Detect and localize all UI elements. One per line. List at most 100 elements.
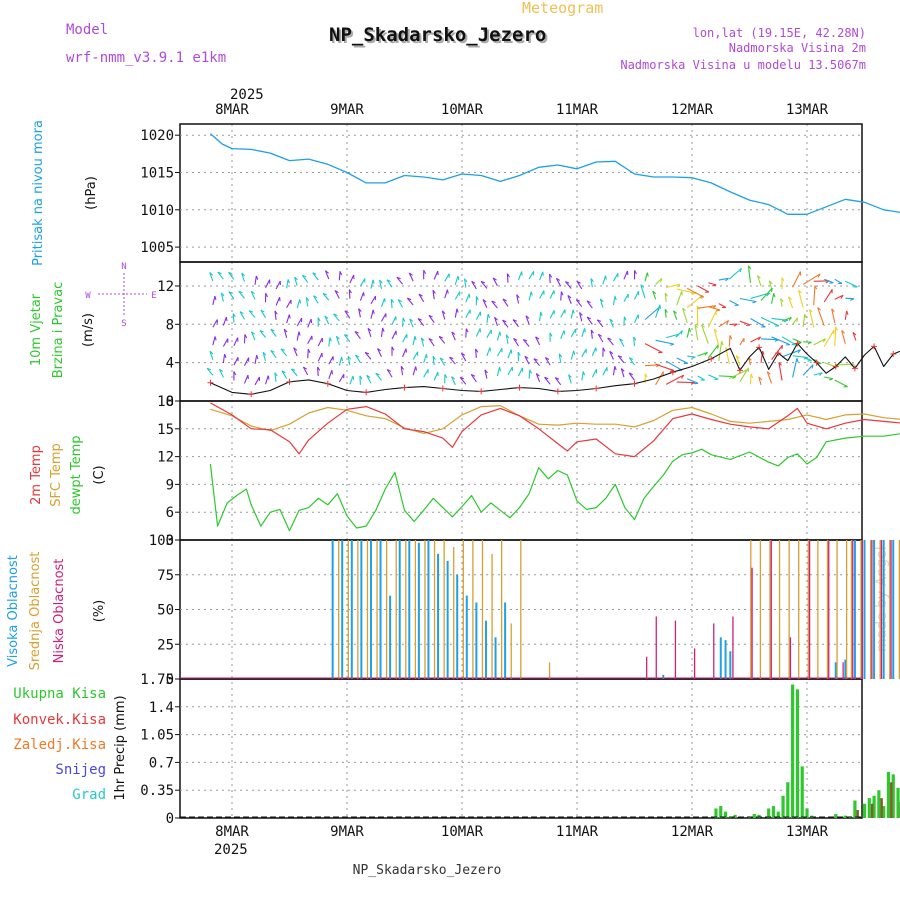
wind-arrow-head (324, 315, 329, 319)
wind-arrow (617, 355, 625, 364)
wind-gust-marker (554, 388, 561, 395)
wind-arrow (274, 372, 277, 382)
wind-arrow-head (459, 376, 465, 380)
wind-arrow (841, 330, 846, 344)
wind-arrow-head (770, 287, 773, 293)
wind-arrow-head (225, 316, 228, 322)
wind-arrow-head (302, 274, 307, 278)
wind-arrow-head (283, 328, 288, 333)
wind-arrow (628, 357, 635, 366)
wind-arrow (438, 336, 446, 344)
wind-arrow (687, 355, 696, 358)
y-tick-label: 1.4 (149, 700, 174, 716)
wind-arrow (364, 352, 372, 360)
wind-arrow (270, 350, 277, 359)
time-tick-label-bottom: 8MAR (215, 824, 249, 840)
wind-arrow (708, 306, 721, 311)
wind-arrow-head (344, 310, 349, 314)
wind-arrow-head (565, 281, 570, 284)
wind-arrow-head (633, 336, 637, 341)
wind-arrow-head (232, 313, 236, 318)
wind-arrow (771, 344, 783, 360)
wind-arrow-head (721, 341, 724, 346)
wind-arrow-head (586, 300, 591, 304)
wind-arrow-head (396, 276, 401, 280)
wind-arrow (528, 291, 532, 301)
wind-arrow (283, 328, 288, 338)
time-tick-label-bottom: 13MAR (786, 824, 829, 840)
y-tick-label: 3 (166, 533, 174, 549)
precip-total-bar (714, 808, 718, 818)
wind-arrow-head (725, 277, 729, 282)
wind-arrow (758, 376, 762, 386)
wind-caption-1: 10m Vjetar (29, 293, 44, 366)
wind-arrow-head (256, 354, 259, 360)
wind-arrow (760, 316, 780, 327)
wind-arrow (417, 318, 425, 326)
wind-arrow-head (502, 298, 507, 302)
wind-arrow-head (409, 318, 414, 322)
wind-arrow-head (713, 328, 718, 333)
wind-arrow-head (716, 309, 721, 312)
wind-arrow-head (618, 355, 623, 358)
wind-arrow-head (781, 277, 785, 282)
wind-arrow (686, 327, 690, 338)
wind-arrow-head (623, 316, 627, 321)
wind-arrow-head (726, 320, 730, 325)
wind-arrow (494, 317, 498, 327)
wind-arrow-head (517, 351, 521, 356)
wind-arrow-head (525, 315, 530, 319)
wind-arrow-head (484, 369, 488, 374)
wind-arrow-head (438, 335, 444, 339)
wind-arrow-head (757, 336, 762, 341)
legend-total-rain: Ukupna Kisa (13, 686, 106, 702)
wind-arrow (518, 271, 523, 281)
wind-arrow-head (375, 372, 380, 376)
model-name: wrf-nmm_v3.9.1 e1km (66, 50, 226, 66)
wind-arrow-head (752, 301, 757, 304)
y-tick-label: 15 (157, 422, 174, 438)
wind-arrow (524, 355, 530, 365)
wind-arrow-head (259, 329, 264, 333)
wind-arrow-head (555, 377, 560, 380)
time-tick-label-top: 10MAR (441, 102, 484, 118)
wind-arrow (634, 290, 640, 300)
wind-arrow (708, 374, 719, 380)
wind-arrow (718, 303, 727, 309)
wind-arrow-head (372, 279, 375, 284)
wind-gust-marker (324, 380, 331, 387)
wind-arrow-head (299, 299, 302, 304)
temp-caption-sfc: SFC Temp (49, 443, 64, 507)
wind-gust-marker (478, 388, 485, 395)
wind-arrow (335, 336, 340, 345)
time-tick-label-bottom: 9MAR (330, 824, 364, 840)
wind-arrow-head (568, 374, 572, 378)
wind-arrow (420, 337, 425, 347)
wind-gust-marker (775, 350, 782, 357)
wind-arrow (739, 367, 749, 383)
wind-arrow (459, 376, 467, 385)
wind-arrow-head (691, 356, 696, 360)
wind-arrow-head (646, 272, 649, 277)
wind-arrow-head (331, 370, 333, 375)
wind-arrow-head (846, 310, 849, 315)
wind-arrow (358, 308, 361, 318)
wind-arrow-head (556, 277, 561, 281)
wind-arrow (729, 267, 742, 280)
wind-speed-line (210, 342, 900, 395)
wind-arrow (281, 370, 288, 379)
wind-arrow-head (549, 332, 553, 337)
wind-arrow (217, 271, 224, 280)
wind-gust-marker (631, 380, 638, 387)
wind-arrow (834, 379, 848, 388)
wind-arrow-head (363, 292, 365, 297)
wind-arrow (212, 296, 216, 306)
wind-arrow (359, 292, 365, 301)
wind-arrow-head (607, 337, 612, 341)
precip-total-bar (781, 795, 785, 818)
wind-arrow-head (567, 294, 572, 299)
y-tick-label: 0 (166, 672, 174, 688)
wind-arrow (797, 289, 804, 308)
wind-arrow (451, 376, 456, 386)
wind-arrow (749, 374, 752, 385)
